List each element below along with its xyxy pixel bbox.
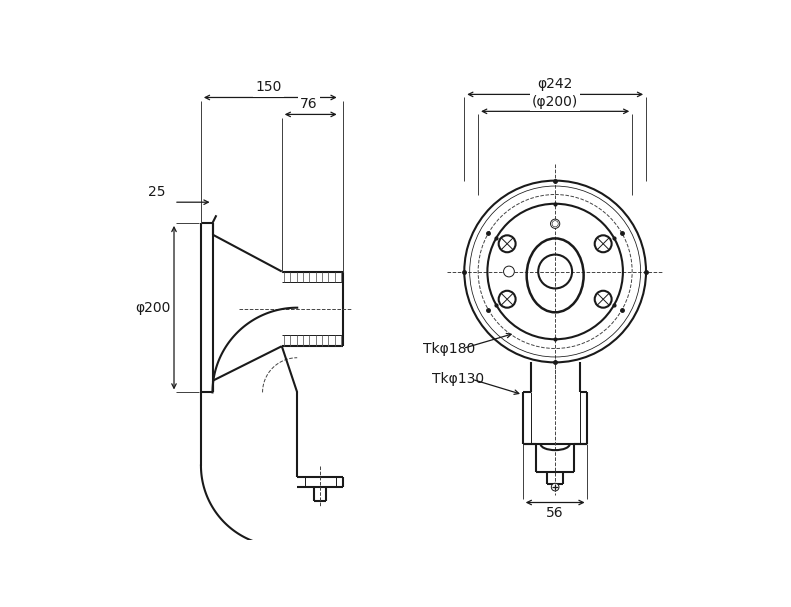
Text: φ242: φ242 <box>537 77 573 92</box>
Text: (φ200): (φ200) <box>532 95 578 109</box>
Circle shape <box>551 483 559 491</box>
Text: Tkφ130: Tkφ130 <box>432 372 484 386</box>
Text: 76: 76 <box>300 97 317 112</box>
Text: φ200: φ200 <box>135 300 171 314</box>
Circle shape <box>498 236 516 253</box>
Text: 150: 150 <box>255 81 282 95</box>
Circle shape <box>595 291 611 308</box>
Text: Tkφ180: Tkφ180 <box>422 342 475 356</box>
Text: 25: 25 <box>148 185 165 199</box>
Circle shape <box>595 236 611 253</box>
Circle shape <box>504 266 514 277</box>
Text: 56: 56 <box>547 506 564 520</box>
Circle shape <box>498 291 516 308</box>
Circle shape <box>551 219 560 228</box>
